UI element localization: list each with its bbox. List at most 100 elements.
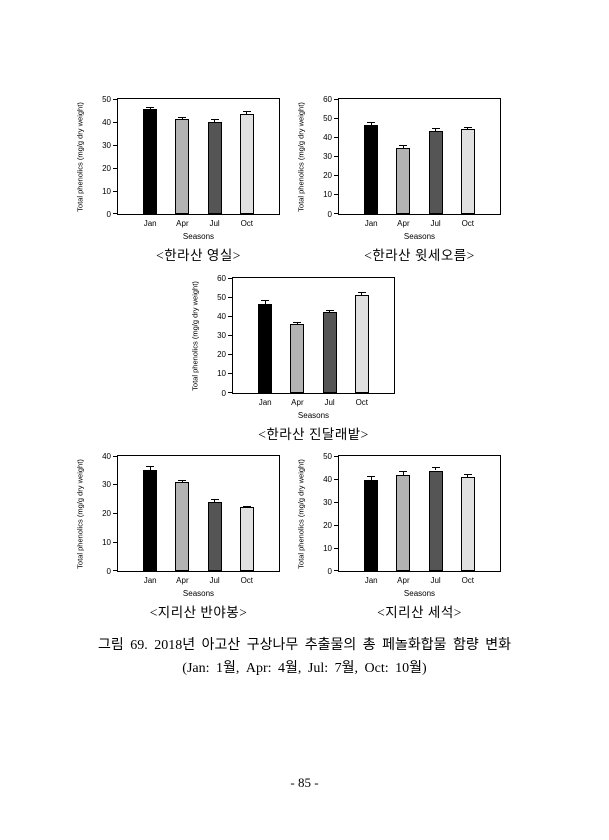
y-tick-label: 10 [323,190,332,200]
bar-jul [207,501,222,571]
bar-oct [239,113,254,214]
y-axis-title: Total phenolics (mg/g dry weight) [75,101,85,212]
y-tick-label: 40 [102,117,111,127]
y-tick-mark [113,167,117,169]
error-bar-cap-oct [463,127,472,129]
bar-jul [322,312,337,393]
y-tick-mark [113,456,117,457]
x-tick-label-oct: Oct [240,219,254,228]
error-bar-apr [402,471,404,476]
y-tick-mark [113,484,117,486]
bar-apr [175,119,190,214]
y-tick-mark [228,315,232,317]
y-tick-label: 0 [106,209,111,219]
y-tick-label: 30 [102,140,111,150]
x-axis-title: Seasons [297,411,330,420]
x-tick-label-apr: Apr [397,576,410,585]
y-tick-label: 20 [323,171,332,181]
chart-caption-jirisan-seseok: <지리산 세석> [377,605,462,620]
y-tick-mark [228,335,232,336]
chart-hallasan-witseoreum: 0 10 20 30 40 50 60 Jan Apr Jul Oct Seasons Total ph… [297,95,501,263]
y-tick-mark [334,456,338,457]
y-tick-label: 50 [323,451,332,461]
chart-hallasan-yeongsil: 0 10 20 30 40 50 Jan Apr Jul Oct Seasons Total phen… [76,95,280,263]
y-tick-label: 60 [217,273,226,283]
chart-caption-hallasan-witseoreum: <한라산 윗세오름> [364,248,475,263]
y-tick-mark [334,213,338,214]
x-tick-label-jan: Jan [364,576,378,585]
y-tick-label: 10 [102,537,111,547]
x-tick-label-apr: Apr [397,219,410,228]
chart-jirisan-banyabong: 0 10 20 30 40 Jan Apr Jul Oct Seasons Total phenol… [76,452,280,620]
y-tick-mark [334,99,338,100]
y-tick-label: 20 [102,163,111,173]
y-tick-label: 0 [221,388,226,398]
chart-jirisan-seseok: 0 10 20 30 40 50 Jan Apr Jul Oct Seasons Total phen… [297,452,501,620]
y-tick-mark [334,478,338,480]
y-tick-label: 30 [217,331,226,340]
bar-oct [460,128,475,214]
y-tick-mark [228,278,232,279]
bar-oct [460,476,475,571]
y-tick-mark [334,156,338,157]
x-tick-label-jan: Jan [258,398,272,407]
x-tick-label-oct: Oct [355,398,369,407]
y-tick-mark [334,501,338,503]
x-tick-label-apr: Apr [176,576,189,585]
y-tick-label: 40 [323,474,332,484]
error-bar-jul [435,467,437,471]
y-tick-label: 0 [327,209,332,219]
error-bar-cap-jul [431,128,440,130]
x-tick-label-jul: Jul [209,576,220,585]
y-tick-label: 20 [217,350,226,360]
y-tick-mark [334,117,338,119]
y-tick-mark [334,524,338,526]
bar-jul [428,470,443,571]
bar-apr [290,324,305,393]
y-tick-label: 30 [323,152,332,161]
y-tick-label: 10 [102,186,111,196]
x-tick-label-jan: Jan [143,219,157,228]
y-tick-mark [228,373,232,375]
y-tick-mark [113,99,117,100]
error-bar-cap-oct [242,110,251,112]
y-tick-mark [334,194,338,196]
x-axis-title: Seasons [182,589,215,598]
y-tick-label: 30 [102,480,111,490]
bar-jan [258,303,273,393]
error-bar-jan [264,300,266,304]
error-bar-jan [149,466,151,470]
x-axis-title: Seasons [403,589,436,598]
y-tick-mark [334,570,338,571]
error-bar-cap-apr [293,322,302,324]
y-axis-title: Total phenolics (mg/g dry weight) [296,458,306,569]
error-bar-jan [149,106,151,110]
y-tick-mark [113,213,117,214]
error-bar-oct [246,110,248,114]
error-bar-jul [435,128,437,132]
y-tick-label: 40 [102,451,111,461]
chart-caption-jirisan-banyabong: <지리산 반야봉> [149,605,248,620]
x-tick-label-apr: Apr [176,219,189,228]
error-bar-cap-jul [325,309,334,311]
error-bar-cap-apr [178,480,187,482]
bar-apr [396,148,411,214]
error-bar-cap-apr [399,145,408,147]
y-tick-mark [113,144,117,146]
error-bar-cap-jul [431,467,440,469]
chart-caption-hallasan-jindallaebat: <한라산 진달래밭> [258,427,369,442]
figure-caption-line1: 그림 69. 2018년 아고산 구상나무 추출물의 총 페놀화합물 함량 변화 [97,638,512,653]
y-tick-label: 50 [217,292,226,302]
y-tick-label: 0 [106,566,111,576]
error-bar-oct [361,291,363,296]
y-tick-label: 20 [102,509,111,518]
x-tick-label-apr: Apr [291,398,304,407]
chart-hallasan-jindallaebat: 0 10 20 30 40 50 60 Jan Apr Jul Oct Seasons Total ph… [191,274,395,442]
bar-jan [364,480,379,571]
error-bar-jan [370,475,372,481]
error-bar-cap-oct [242,506,251,508]
y-tick-label: 50 [102,94,111,104]
bar-jul [428,131,443,214]
x-axis-title: Seasons [403,232,436,241]
